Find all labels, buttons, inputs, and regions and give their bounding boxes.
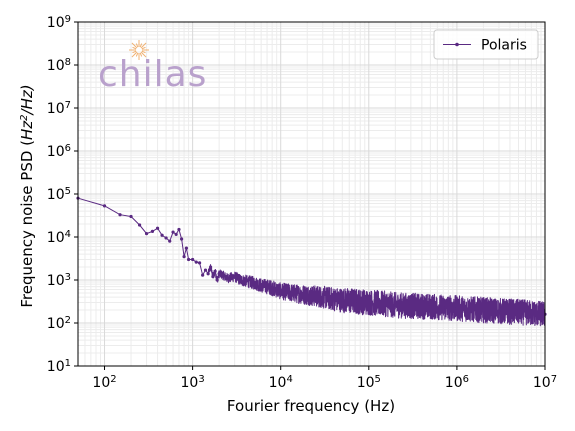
y-tick-label: 102 <box>47 315 71 333</box>
data-point <box>137 223 142 227</box>
data-point <box>171 230 175 234</box>
x-axis-label: Fourier frequency (Hz) <box>227 397 395 415</box>
data-point <box>516 310 521 314</box>
legend-box <box>433 29 539 60</box>
burst-ray <box>131 42 138 49</box>
data-point <box>233 275 237 279</box>
data-point <box>206 272 210 276</box>
y-tick-label: 104 <box>47 229 71 247</box>
burst-ray <box>132 46 137 50</box>
data-point <box>186 257 191 262</box>
y-tick-label: 105 <box>47 186 71 204</box>
data-point <box>184 246 188 250</box>
data-point <box>191 257 195 262</box>
burst-ray <box>139 52 143 57</box>
data-point <box>497 309 501 313</box>
data-point <box>215 278 219 282</box>
burst-ray <box>140 42 147 49</box>
data-point <box>197 261 202 265</box>
y-tick-label: 108 <box>47 57 71 75</box>
data-point <box>279 289 283 293</box>
x-tick-label: 107 <box>533 374 557 392</box>
y-tick-label: 103 <box>47 272 71 290</box>
x-axis: 102 103 104 105 106 107 <box>92 366 557 391</box>
data-point <box>180 237 184 241</box>
data-point <box>226 276 230 280</box>
x-tick-label: 105 <box>357 374 381 392</box>
y-tick-label: 109 <box>47 14 71 32</box>
burst-ray <box>141 50 146 54</box>
series-noise-band <box>207 264 546 327</box>
data-point <box>155 226 160 230</box>
burst-ray <box>135 43 139 48</box>
data-point <box>265 285 269 289</box>
data-point <box>393 303 397 307</box>
data-point <box>259 283 263 287</box>
data-point <box>160 233 164 237</box>
data-point <box>118 213 122 217</box>
data-point <box>201 273 205 277</box>
x-tick-label: 103 <box>181 374 205 392</box>
data-point <box>321 295 325 299</box>
data-point <box>144 232 149 236</box>
burst-ray <box>132 50 137 54</box>
data-point <box>441 305 445 310</box>
data-point <box>168 239 172 243</box>
data-point <box>270 286 274 290</box>
y-tick-label: 107 <box>47 100 71 118</box>
burst-ray <box>135 52 139 57</box>
data-point <box>294 292 298 296</box>
data-point <box>211 275 215 279</box>
sun-burst-icon <box>129 40 149 60</box>
y-axis-label: Frequency noise PSD (Hz2/Hz) <box>18 84 36 307</box>
series-polaris <box>76 196 547 327</box>
burst-ray <box>139 43 143 48</box>
data-point <box>182 255 186 259</box>
series-layer <box>76 196 547 327</box>
data-point <box>177 227 181 232</box>
x-tick-label: 104 <box>269 374 293 392</box>
data-point <box>174 232 178 236</box>
data-point <box>305 293 309 297</box>
data-point <box>150 229 155 233</box>
data-point <box>481 308 486 312</box>
legend: Polaris <box>433 29 539 60</box>
watermark-logo: chilas <box>98 40 207 95</box>
burst-ray <box>140 51 147 58</box>
y-axis: 101 102 103 104 105 106 107 108 109 <box>47 14 78 376</box>
data-point <box>194 260 198 264</box>
data-point <box>209 265 213 269</box>
data-point <box>217 272 221 276</box>
data-point <box>409 304 413 308</box>
data-point <box>244 279 248 283</box>
x-tick-label: 106 <box>445 374 469 392</box>
logo-text: chilas <box>98 54 207 95</box>
data-point <box>340 298 344 302</box>
data-point <box>286 290 290 294</box>
data-point <box>164 236 168 240</box>
burst-ray <box>141 46 146 50</box>
data-point <box>238 278 243 282</box>
burst-ray <box>131 51 138 58</box>
data-point <box>455 306 459 310</box>
legend-entry-polaris: Polaris <box>481 38 527 54</box>
data-point <box>203 268 208 272</box>
data-point <box>367 300 371 305</box>
data-point <box>221 273 225 277</box>
data-point <box>129 214 133 219</box>
y-tick-label: 106 <box>47 143 71 161</box>
data-point <box>252 281 256 285</box>
legend-marker-swatch <box>455 42 459 47</box>
data-point <box>353 299 357 303</box>
x-tick-label: 102 <box>92 374 116 392</box>
y-tick-label: 101 <box>47 358 71 376</box>
data-point <box>382 302 386 306</box>
data-point <box>529 311 533 315</box>
data-point <box>213 269 217 273</box>
data-point <box>102 204 107 208</box>
data-point <box>332 297 336 301</box>
data-point <box>428 305 432 309</box>
